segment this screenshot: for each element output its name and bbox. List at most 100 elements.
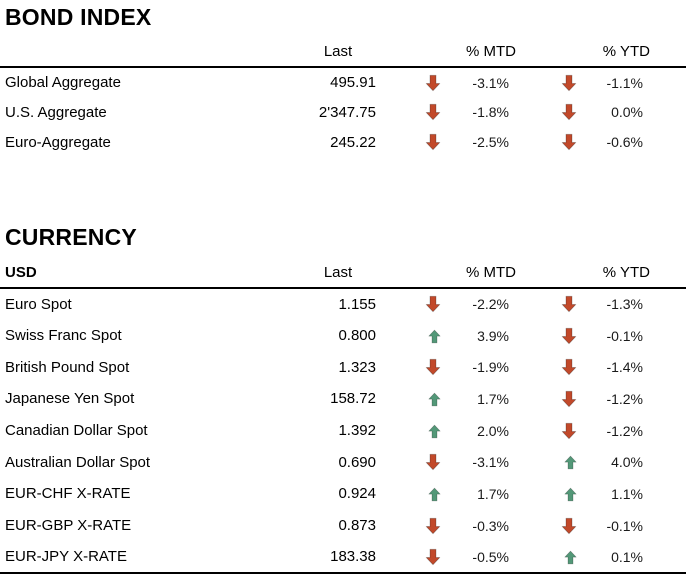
row-spacer xyxy=(650,320,686,352)
ytd-value: -0.1% xyxy=(606,327,644,344)
mtd-value: 1.7% xyxy=(477,485,509,502)
row-label: Euro Spot xyxy=(5,295,72,313)
down-arrow-icon xyxy=(560,103,578,121)
row-label: EUR-CHF X-RATE xyxy=(5,485,131,503)
currency-title: CURRENCY xyxy=(5,224,137,250)
mtd-value: -1.8% xyxy=(472,104,509,120)
down-arrow-icon xyxy=(560,133,578,151)
row-spacer xyxy=(650,415,686,447)
ytd-value: -1.2% xyxy=(606,422,644,439)
column-header-last: Last xyxy=(298,30,378,68)
last-value: 245.22 xyxy=(330,133,376,151)
down-arrow-icon xyxy=(560,390,578,408)
ytd-arrow-cell xyxy=(516,288,578,320)
column-header-usd: USD xyxy=(0,250,298,289)
mtd-value: 2.0% xyxy=(477,422,509,439)
currency-header-row: USD Last % MTD % YTD xyxy=(0,250,686,289)
down-arrow-icon xyxy=(424,133,442,151)
mtd-arrow-cell xyxy=(378,67,442,97)
mtd-arrow-cell xyxy=(378,320,442,352)
row-label: Euro-Aggregate xyxy=(5,133,111,151)
mtd-arrow-cell xyxy=(378,97,442,127)
column-header-mtd: % MTD xyxy=(378,250,516,289)
up-arrow-icon xyxy=(563,550,578,565)
down-arrow-icon xyxy=(424,548,442,566)
ytd-value: -0.6% xyxy=(606,134,644,150)
table-row: Global Aggregate 495.91 -3.1% -1.1% xyxy=(0,67,686,97)
up-arrow-icon xyxy=(427,392,442,407)
row-label: British Pound Spot xyxy=(5,358,130,376)
down-arrow-icon xyxy=(424,295,442,313)
mtd-value: 3.9% xyxy=(477,327,509,344)
row-spacer xyxy=(650,351,686,383)
last-value: 183.38 xyxy=(298,541,378,575)
currency-section: CURRENCY USD Last % MTD % YTD Euro Spot … xyxy=(0,224,686,575)
row-label: EUR-GBP X-RATE xyxy=(5,517,132,535)
row-label: Swiss Franc Spot xyxy=(5,327,122,345)
last-value: 0.924 xyxy=(338,485,376,503)
row-label: Japanese Yen Spot xyxy=(5,390,135,408)
column-header-mtd: % MTD xyxy=(378,30,516,68)
ytd-value: -1.2% xyxy=(606,390,644,407)
table-row: EUR-GBP X-RATE 0.873 -0.3% -0.1% xyxy=(0,510,686,542)
down-arrow-icon xyxy=(560,358,578,376)
ytd-value: -1.3% xyxy=(606,296,644,313)
row-label: Global Aggregate xyxy=(5,74,121,91)
mtd-arrow-cell xyxy=(378,415,442,447)
last-value: 158.72 xyxy=(330,390,376,408)
last-value: 0.800 xyxy=(338,327,376,345)
mtd-value: -2.5% xyxy=(472,134,509,150)
column-header-ytd: % YTD xyxy=(516,250,651,289)
mtd-value: -0.3% xyxy=(472,517,509,534)
mtd-value: 1.7% xyxy=(477,390,509,407)
ytd-arrow-cell xyxy=(516,383,578,415)
ytd-value: 0.1% xyxy=(578,541,651,575)
last-value: 495.91 xyxy=(330,74,376,91)
row-spacer xyxy=(650,541,686,575)
table-row: British Pound Spot 1.323 -1.9% -1.4% xyxy=(0,351,686,383)
down-arrow-icon xyxy=(560,295,578,313)
column-header-last: Last xyxy=(298,250,378,289)
mtd-value: -0.5% xyxy=(442,541,516,575)
ytd-value: 0.0% xyxy=(611,104,644,120)
last-value: 1.323 xyxy=(338,358,376,376)
row-spacer xyxy=(650,446,686,478)
ytd-arrow-cell xyxy=(516,97,578,127)
up-arrow-icon xyxy=(427,329,442,344)
column-header-label xyxy=(0,30,298,68)
mtd-value: -3.1% xyxy=(472,74,509,91)
row-label: Australian Dollar Spot xyxy=(5,453,151,471)
mtd-arrow-cell xyxy=(378,351,442,383)
last-value: 0.873 xyxy=(338,517,376,535)
row-spacer xyxy=(650,127,686,157)
ytd-arrow-cell xyxy=(516,415,578,447)
ytd-arrow-cell xyxy=(516,320,578,352)
last-value: 0.690 xyxy=(338,453,376,471)
mtd-arrow-cell xyxy=(378,127,442,157)
ytd-arrow-cell xyxy=(516,510,578,542)
mtd-arrow-cell xyxy=(378,541,442,575)
row-label: U.S. Aggregate xyxy=(5,103,107,121)
bond-index-table: Last % MTD % YTD Global Aggregate 495.91… xyxy=(0,30,686,157)
up-arrow-icon xyxy=(427,424,442,439)
ytd-arrow-cell xyxy=(516,446,578,478)
mtd-arrow-cell xyxy=(378,510,442,542)
column-header-spacer xyxy=(650,30,686,68)
bond-index-header-row: Last % MTD % YTD xyxy=(0,30,686,68)
up-arrow-icon xyxy=(563,487,578,502)
down-arrow-icon xyxy=(560,517,578,535)
down-arrow-icon xyxy=(560,327,578,345)
down-arrow-icon xyxy=(560,74,578,92)
mtd-arrow-cell xyxy=(378,288,442,320)
mtd-value: -2.2% xyxy=(472,296,509,313)
table-row: U.S. Aggregate 2'347.75 -1.8% 0.0% xyxy=(0,97,686,127)
row-spacer xyxy=(650,478,686,510)
row-spacer xyxy=(650,67,686,97)
bond-index-section: BOND INDEX Last % MTD % YTD Global Aggre… xyxy=(0,4,686,157)
row-spacer xyxy=(650,288,686,320)
last-value: 1.155 xyxy=(338,295,376,313)
column-header-ytd: % YTD xyxy=(516,30,651,68)
row-label: Canadian Dollar Spot xyxy=(5,422,148,440)
table-row: Canadian Dollar Spot 1.392 2.0% -1.2% xyxy=(0,415,686,447)
table-row: Swiss Franc Spot 0.800 3.9% -0.1% xyxy=(0,320,686,352)
